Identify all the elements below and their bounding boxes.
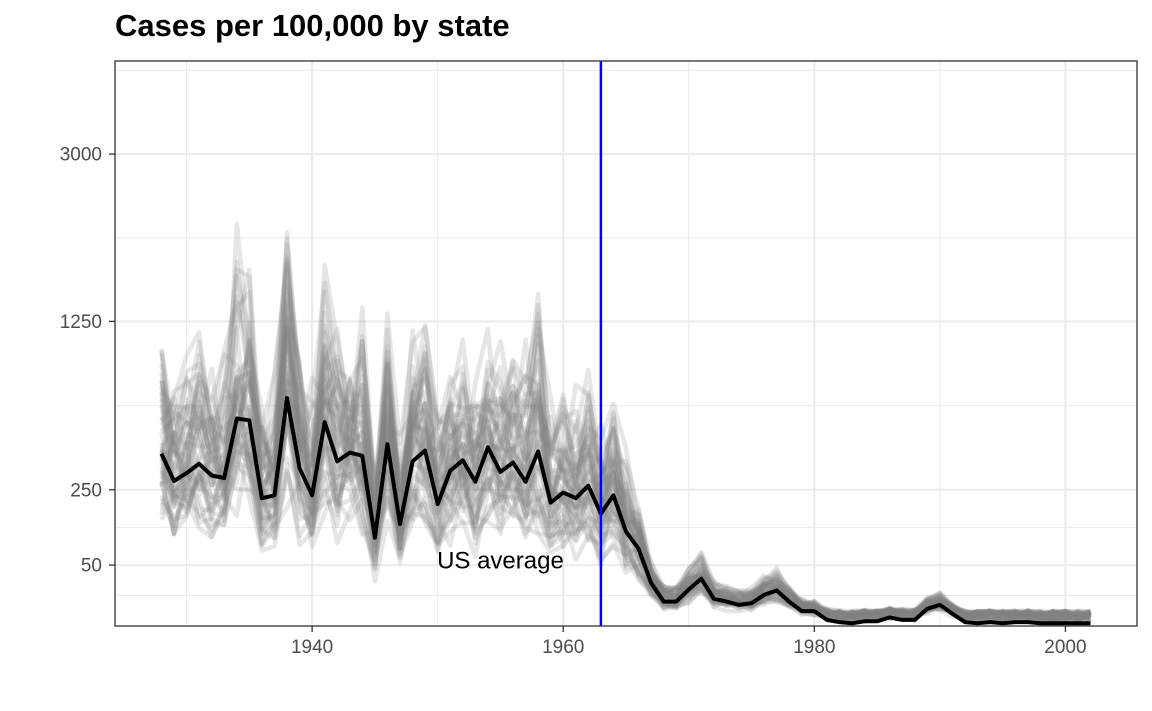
state-line <box>159 236 1092 624</box>
state-line <box>159 323 1091 625</box>
us-average-series <box>159 396 1091 626</box>
state-line <box>159 326 1092 623</box>
annotation-us-average: US average <box>437 547 564 574</box>
y-tick-label: 50 <box>81 556 102 577</box>
state-line <box>159 325 1091 623</box>
chart-title: Cases per 100,000 by state <box>115 8 510 43</box>
state-line <box>159 333 1091 624</box>
state-line <box>159 294 1092 624</box>
x-tick-label: 1980 <box>793 637 835 658</box>
annotations: US average <box>437 547 564 574</box>
y-axis: 50 250 1250 3000 <box>60 145 115 577</box>
state-line <box>159 397 1092 624</box>
state-line <box>159 280 1092 622</box>
state-line <box>159 262 1091 624</box>
y-tick-label: 250 <box>70 480 102 501</box>
x-tick-label: 1940 <box>291 637 333 658</box>
state-line <box>161 262 1092 623</box>
state-line <box>159 291 1092 624</box>
x-axis: 1940 1960 1980 2000 <box>291 626 1087 658</box>
panel-border <box>114 60 1138 627</box>
state-line <box>159 273 1091 621</box>
state-line <box>159 317 1091 624</box>
state-line <box>159 283 1091 626</box>
state-line <box>159 302 1091 623</box>
y-tick-label: 1250 <box>60 312 102 333</box>
x-tick-label: 1960 <box>542 637 584 658</box>
state-line <box>159 323 1092 623</box>
us-average-line <box>159 396 1091 626</box>
state-lines <box>159 221 1092 627</box>
state-line <box>159 338 1092 624</box>
state-line <box>159 389 1092 624</box>
state-line <box>159 221 1091 624</box>
y-tick-label: 3000 <box>60 145 102 166</box>
state-line <box>159 417 1092 624</box>
state-line <box>159 258 1091 623</box>
grid-lines <box>115 61 1137 626</box>
state-line <box>159 230 1092 624</box>
state-line <box>159 372 1092 623</box>
state-line <box>159 369 1092 622</box>
x-tick-label: 2000 <box>1044 637 1086 658</box>
